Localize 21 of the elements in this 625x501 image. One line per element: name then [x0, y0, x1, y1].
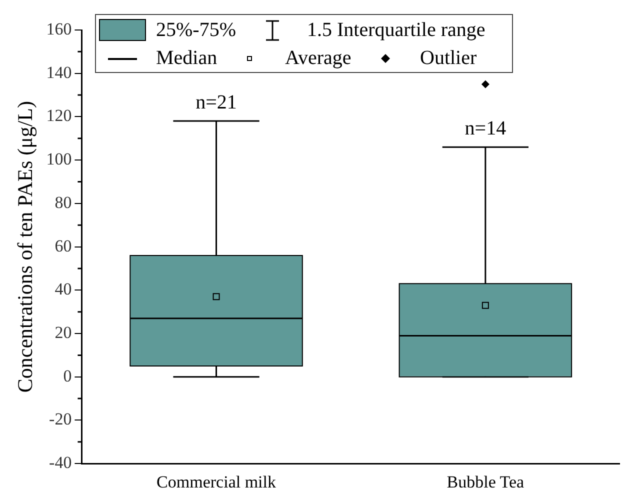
- y-tick-label: 120: [46, 106, 72, 126]
- y-tick-label: 60: [54, 236, 72, 256]
- y-axis-title: Concentrations of ten PAEs (μg/L): [13, 100, 38, 393]
- x-tick-label: Bubble Tea: [446, 472, 525, 492]
- y-tick-label: 160: [46, 19, 72, 38]
- annotation: n=21: [196, 91, 237, 114]
- y-tick-label: 80: [54, 192, 72, 212]
- annotation: Median: [156, 47, 218, 69]
- y-tick-label: 20: [54, 322, 72, 342]
- y-tick-label: 0: [63, 366, 72, 386]
- y-tick-label: 100: [46, 150, 72, 169]
- y-tick-label: -40: [49, 453, 72, 472]
- y-tick-label: 140: [46, 62, 72, 82]
- annotation: Outlier: [420, 47, 477, 69]
- annotation: 25%-75%: [156, 19, 236, 41]
- x-tick-label: Commercial milk: [156, 472, 276, 492]
- annotation: Average: [285, 47, 352, 69]
- annotation: 1.5 Interquartile range: [307, 19, 486, 41]
- annotation: n=14: [464, 117, 506, 140]
- y-tick-label: 40: [54, 280, 72, 299]
- y-tick-label: -20: [49, 410, 72, 429]
